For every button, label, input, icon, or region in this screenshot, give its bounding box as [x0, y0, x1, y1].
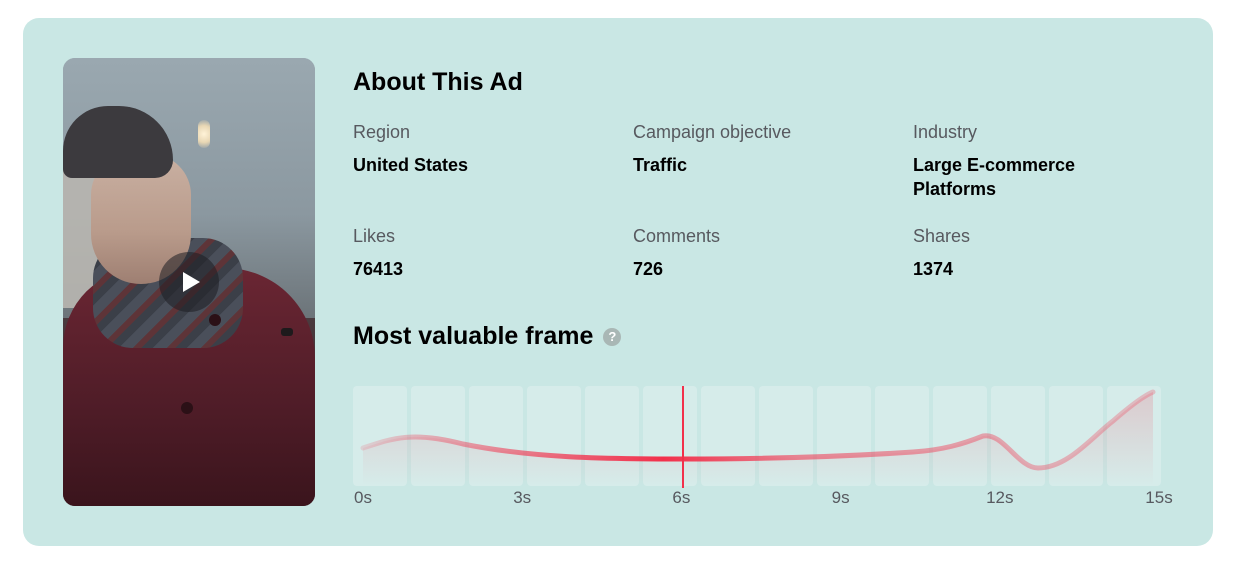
likes-label: Likes: [353, 226, 396, 246]
question-circle-icon[interactable]: ?: [603, 327, 622, 346]
ad-video-thumbnail[interactable]: [63, 58, 315, 506]
engagement-curve-line: [360, 389, 1156, 471]
comments-field: Comments 726: [633, 226, 873, 281]
play-icon[interactable]: [159, 252, 219, 312]
timeline-tick-label: 6s: [672, 488, 691, 507]
coat-button: [181, 402, 193, 414]
likes-field: Likes 76413: [353, 226, 593, 281]
objective-value: Traffic: [633, 155, 688, 175]
shares-value: 1374: [913, 259, 954, 279]
industry-value: Large E-commerce Platforms: [913, 155, 1076, 199]
most-valuable-frame-label: Most valuable frame: [353, 322, 594, 350]
selected-frame-marker[interactable]: [681, 386, 684, 488]
likes-value: 76413: [353, 259, 404, 279]
shares-label: Shares: [913, 226, 971, 246]
frame-timeline[interactable]: [353, 386, 1161, 488]
timeline-tick-label: 0s: [354, 488, 372, 507]
timeline-tick-label: 3s: [513, 488, 532, 507]
region-field: Region United States: [353, 122, 593, 177]
engagement-curve-fill: [363, 392, 1153, 486]
street-lamp: [198, 120, 210, 148]
objective-field: Campaign objective Traffic: [633, 122, 873, 177]
coat-button: [209, 314, 221, 326]
industry-field: Industry Large E-commerce Platforms: [913, 122, 1113, 201]
industry-label: Industry: [913, 122, 978, 142]
timeline-tick-label: 15s: [1145, 488, 1173, 507]
coat-toggle: [281, 328, 293, 336]
section-title-about-ad: About This Ad: [353, 68, 523, 96]
engagement-curve: [360, 389, 1156, 486]
timeline-tick-label: 12s: [986, 488, 1014, 507]
comments-value: 726: [633, 259, 664, 279]
comments-label: Comments: [633, 226, 721, 246]
region-label: Region: [353, 122, 411, 142]
timeline-tick-label: 9s: [831, 488, 850, 507]
objective-label: Campaign objective: [633, 122, 792, 142]
ad-info-card: About This Ad Region United States Campa…: [23, 18, 1213, 546]
section-title-most-valuable-frame: Most valuable frame ?: [353, 322, 622, 351]
timeline-axis: 0s 3s 6s 9s 12s 15s: [353, 488, 1173, 512]
region-value: United States: [353, 155, 469, 175]
shares-field: Shares 1374: [913, 226, 1153, 281]
